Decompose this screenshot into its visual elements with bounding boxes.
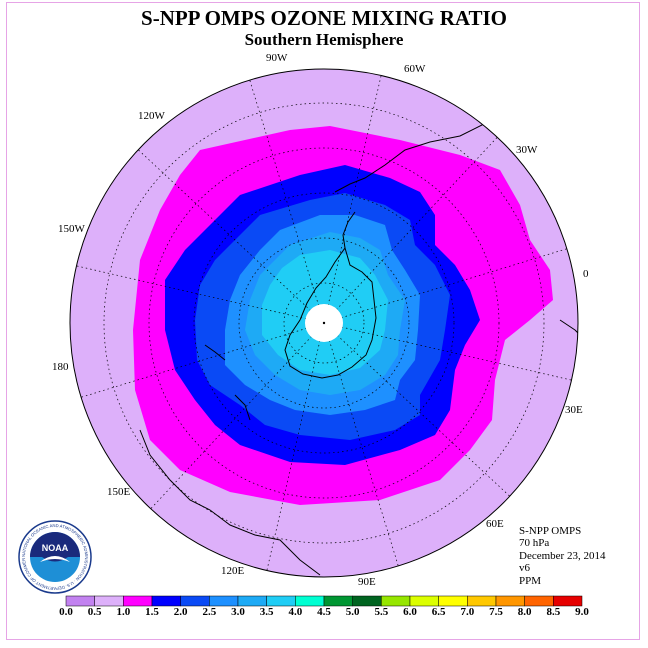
colorbar-tick-label: 7.5 bbox=[489, 606, 503, 618]
longitude-label: 30E bbox=[565, 404, 583, 416]
colorbar-tick-label: 3.5 bbox=[259, 606, 274, 618]
colorbar-swatch bbox=[151, 595, 181, 607]
antarctic-peninsula bbox=[342, 211, 356, 249]
meridian-line bbox=[266, 322, 325, 571]
longitude-label: 60W bbox=[404, 63, 426, 75]
figure-frame bbox=[6, 2, 640, 640]
colorbar-tick-label: 6.5 bbox=[431, 606, 446, 618]
meridian-line bbox=[150, 322, 325, 510]
instrument-label: S-NPP OMPS bbox=[519, 525, 582, 537]
colorbar-swatch bbox=[495, 595, 525, 607]
colorbar-swatch bbox=[553, 595, 583, 607]
date-label: December 23, 2014 bbox=[519, 549, 606, 562]
longitude-label: 0 bbox=[583, 268, 589, 280]
colorbar-swatch bbox=[123, 595, 153, 607]
noaa-bird-icon bbox=[40, 556, 70, 562]
map-title: S-NPP OMPS OZONE MIXING RATIO bbox=[141, 6, 507, 30]
meridian-line bbox=[323, 75, 382, 324]
colorbar-tick-label: 8.0 bbox=[517, 606, 532, 618]
ozone-field bbox=[70, 69, 578, 577]
colorbar-swatch bbox=[94, 595, 124, 607]
longitude-label: 120W bbox=[138, 110, 165, 122]
colorbar-tick-label: 0.0 bbox=[59, 606, 73, 618]
colorbar-tick-label: 7.0 bbox=[460, 606, 475, 618]
units-label: PPM bbox=[519, 574, 542, 587]
longitude-label: 60E bbox=[486, 518, 504, 530]
colorbar-swatch bbox=[65, 595, 95, 607]
longitude-label: 90E bbox=[358, 576, 376, 588]
south-pole-marker bbox=[322, 321, 326, 325]
graticule bbox=[76, 75, 572, 571]
colorbar-tick-label: 9.0 bbox=[575, 606, 589, 618]
colorbar-swatch bbox=[180, 595, 210, 607]
info-block: S-NPP OMPS 70 hPa December 23, 2014 v6 P… bbox=[519, 525, 605, 587]
colorbar-tick-label: 1.5 bbox=[145, 606, 159, 618]
colorbar-tick-label: 6.0 bbox=[403, 606, 417, 618]
meridian-line bbox=[323, 322, 511, 497]
meridian-line bbox=[80, 322, 325, 398]
colorbar-tick-label: 8.5 bbox=[546, 606, 561, 618]
colorbar-swatch bbox=[295, 595, 325, 607]
colorbar-tick-label: 1.0 bbox=[116, 606, 131, 618]
colorbar-swatch bbox=[524, 595, 554, 607]
africa-coastline bbox=[559, 319, 578, 361]
colorbar-tick-label: 5.5 bbox=[374, 606, 389, 618]
longitude-label: 150W bbox=[58, 223, 85, 235]
colorbar-swatch bbox=[209, 595, 239, 607]
colorbar-tick-label: 2.0 bbox=[173, 606, 188, 618]
longitude-label: 30W bbox=[516, 144, 538, 156]
pressure-label: 70 hPa bbox=[519, 537, 550, 550]
version-label: v6 bbox=[519, 562, 530, 575]
colorbar-tick-label: 2.5 bbox=[202, 606, 217, 618]
longitude-label: 90W bbox=[266, 52, 288, 64]
colorbar-swatch bbox=[266, 595, 296, 607]
meridian-line bbox=[137, 149, 325, 324]
longitude-label: 150E bbox=[107, 486, 131, 498]
meridian-line bbox=[76, 265, 325, 324]
meridian-line bbox=[323, 322, 572, 381]
colorbar-swatch bbox=[409, 595, 439, 607]
colorbar-swatch bbox=[352, 595, 382, 607]
colorbar-swatch bbox=[237, 595, 267, 607]
new-zealand-coastline bbox=[204, 344, 251, 421]
colorbar-swatch bbox=[438, 595, 468, 607]
colorbar-tick-label: 4.0 bbox=[288, 606, 303, 618]
colorbar-tick-label: 5.0 bbox=[345, 606, 360, 618]
colorbar-tick-label: 0.5 bbox=[87, 606, 102, 618]
meridian-line bbox=[249, 79, 325, 324]
colorbar-tick-label: 4.5 bbox=[317, 606, 331, 618]
map-boundary bbox=[69, 68, 579, 578]
longitude-label: 120E bbox=[221, 565, 245, 577]
meridian-line bbox=[323, 322, 399, 567]
colorbar-swatch bbox=[381, 595, 411, 607]
antarctica-coastline bbox=[284, 246, 377, 379]
colorbar-swatch bbox=[467, 595, 497, 607]
longitude-label: 180 bbox=[52, 361, 69, 373]
australia-coastline bbox=[139, 429, 321, 576]
meridian-line bbox=[323, 136, 498, 324]
noaa-logo: NATIONAL OCEANIC AND ATMOSPHERIC ADMINIS… bbox=[18, 520, 92, 594]
colorbar-tick-label: 3.0 bbox=[231, 606, 245, 618]
noaa-logo-text: NOAA bbox=[42, 543, 69, 553]
meridian-line bbox=[323, 248, 568, 324]
map-subtitle: Southern Hemisphere bbox=[244, 30, 404, 49]
colorbar-swatch bbox=[323, 595, 353, 607]
